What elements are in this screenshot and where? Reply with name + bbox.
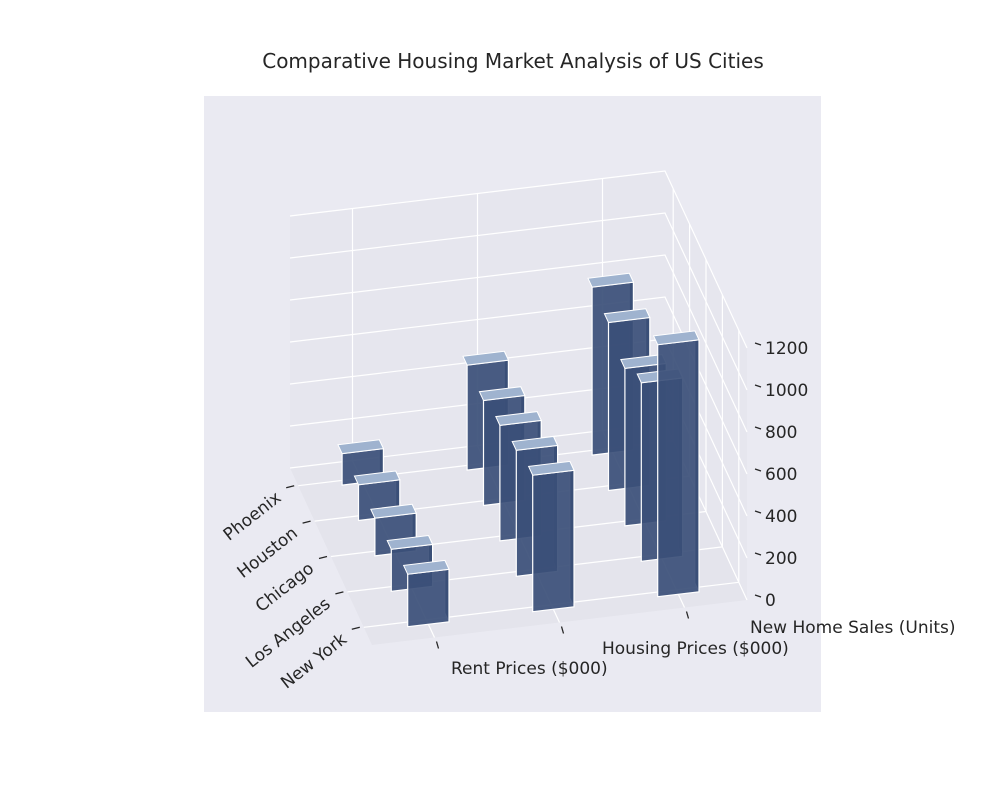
bar-top-face (402, 559, 450, 575)
z-tick-label: 0 (765, 591, 776, 611)
z-tick (754, 594, 762, 598)
city-tick (302, 520, 311, 524)
z-tick-label: 200 (765, 549, 797, 569)
z-tick (754, 552, 762, 556)
bar (402, 559, 450, 628)
series-label-rent: Rent Prices ($000) (451, 659, 608, 679)
bar-top-face (603, 308, 651, 324)
bar-top-face (370, 503, 417, 519)
z-gridline (289, 296, 748, 475)
z-gridline (289, 170, 748, 349)
z-tick-label: 600 (765, 465, 797, 485)
z-tick (754, 510, 762, 514)
bar-front-face (532, 469, 575, 613)
series-label-housing: Housing Prices ($000) (602, 639, 789, 659)
series-label-sales: New Home Sales (Units) (750, 618, 955, 638)
city-tick (351, 626, 360, 630)
bar-top-face (527, 460, 575, 476)
z-tick-label: 1000 (765, 381, 808, 401)
z-tick-label: 1200 (765, 339, 808, 359)
z-tick-label: 400 (765, 507, 797, 527)
bar-top-face (386, 534, 434, 550)
bar-front-face (407, 568, 450, 628)
city-tick (286, 485, 295, 489)
bar-top-face (337, 439, 385, 455)
bar-top-face (353, 470, 401, 486)
city-tick (335, 591, 344, 595)
bar-front-face (657, 339, 700, 598)
city-tick (318, 555, 328, 560)
z-gridline (289, 212, 748, 391)
z-gridline (289, 254, 748, 433)
bar (527, 460, 575, 613)
bar-top-face (462, 350, 510, 366)
bar-top-face (511, 435, 559, 451)
z-tick (754, 342, 762, 346)
z-tick (754, 426, 762, 430)
z-tick (754, 468, 762, 472)
z-tick (754, 384, 762, 388)
series-tick (560, 626, 565, 634)
bar-top-face (478, 386, 526, 402)
bar-top-face (652, 330, 700, 346)
series-tick (435, 641, 440, 649)
series-tick (685, 611, 690, 619)
z-tick-label: 800 (765, 423, 797, 443)
bar-top-face (587, 272, 635, 288)
chart-title: Comparative Housing Market Analysis of U… (262, 49, 764, 73)
bar (652, 330, 700, 598)
bar-top-face (495, 411, 542, 426)
bars (337, 272, 700, 628)
